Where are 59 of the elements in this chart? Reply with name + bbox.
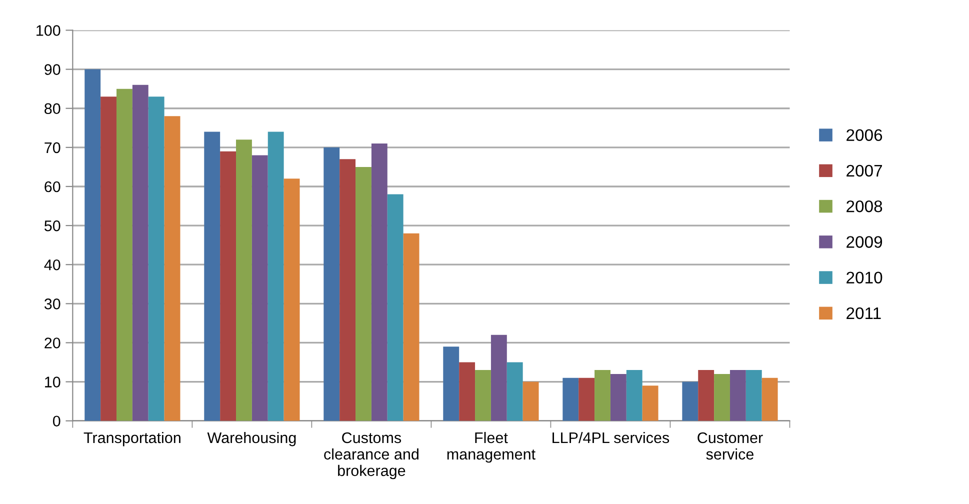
bar [475,370,491,421]
bar [522,382,539,421]
bar [626,370,642,421]
y-tick-label: 90 [44,64,60,75]
x-tick-label: Customer service [698,432,763,460]
y-tick-label: 20 [44,338,60,348]
y-tick-label: 40 [44,259,60,270]
y-tick-label: 30 [44,298,60,310]
bar [682,382,698,421]
bar [594,370,610,421]
legend-label: 2009 [846,236,882,248]
bar [84,69,101,421]
x-tick-label: Fleet management [447,432,536,463]
bar [746,370,762,421]
y-tick-label: 80 [44,103,60,114]
bar [356,166,372,421]
y-tick-label: 10 [45,376,60,388]
bar [578,378,595,421]
legend-label: 2007 [846,164,882,177]
bar [490,334,507,421]
bar [164,116,180,421]
bar [252,155,268,421]
bar [132,84,148,421]
y-tick-label: 70 [44,142,60,154]
y-tick-label: 0 [52,416,60,427]
y-tick-label: 100 [36,25,60,36]
bar [371,144,388,421]
bar [284,178,300,421]
legend-label: 2008 [846,200,882,212]
x-tick-label: Transportation [84,432,180,446]
bar [642,386,658,421]
bar [730,370,746,421]
y-tick-label: 50 [44,220,60,232]
bar [268,132,284,421]
x-tick-label: Customs clearance and brokerage [324,432,418,480]
bar [387,194,404,421]
bar [714,374,730,421]
bar [459,362,476,421]
legend-label: 2011 [846,307,881,320]
bar [148,96,164,421]
bar [116,88,132,421]
bar [403,233,420,421]
bar [340,159,356,421]
bar [762,378,778,421]
legend-label: 2006 [846,129,882,141]
bar [324,147,340,421]
bar [204,132,220,421]
bar [610,374,626,421]
bar [220,151,236,421]
bar [698,370,714,421]
x-tick-label: Warehousing [207,432,296,446]
bar [236,140,252,421]
bar [100,96,116,421]
bar [562,378,579,421]
bar [506,362,523,421]
y-tick-label: 60 [44,181,60,192]
legend-label: 2010 [846,272,882,284]
x-tick-label: LLP/4PL services [552,432,670,444]
bar [443,346,460,421]
